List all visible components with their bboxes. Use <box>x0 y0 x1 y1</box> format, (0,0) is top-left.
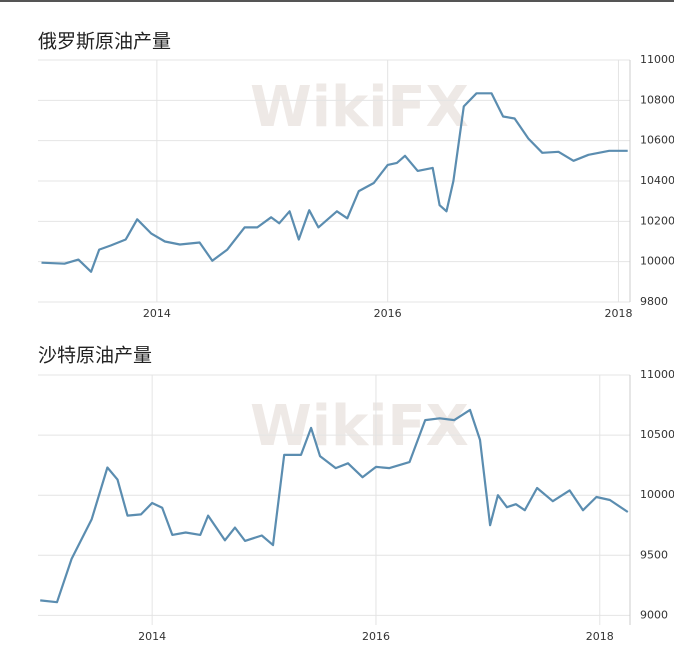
x-tick-label: 2014 <box>138 630 166 643</box>
y-tick-label: 9000 <box>640 608 668 621</box>
x-tick-label: 2014 <box>143 307 171 320</box>
y-tick-label: 9800 <box>640 295 668 308</box>
watermark: WikiFX <box>250 394 469 459</box>
watermark: WikiFX <box>250 75 469 140</box>
y-tick-label: 10000 <box>640 255 674 268</box>
top-border <box>0 0 674 2</box>
data-line <box>41 92 628 273</box>
y-tick-label: 10500 <box>640 428 674 441</box>
y-tick-label: 10400 <box>640 174 674 187</box>
y-tick-label: 10000 <box>640 488 674 501</box>
y-tick-label: 10600 <box>640 134 674 147</box>
data-line <box>40 408 629 604</box>
x-tick-label: 2016 <box>362 630 390 643</box>
y-tick-label: 10200 <box>640 214 674 227</box>
x-tick-label: 2018 <box>586 630 614 643</box>
x-tick-label: 2018 <box>604 307 632 320</box>
chart-title: 俄罗斯原油产量 <box>38 31 171 53</box>
y-tick-label: 10800 <box>640 93 674 106</box>
chart-title: 沙特原油产量 <box>38 345 152 367</box>
y-tick-label: 11000 <box>640 53 674 66</box>
y-tick-label: 9500 <box>640 548 668 561</box>
y-tick-label: 11000 <box>640 368 674 381</box>
x-tick-label: 2016 <box>374 307 402 320</box>
